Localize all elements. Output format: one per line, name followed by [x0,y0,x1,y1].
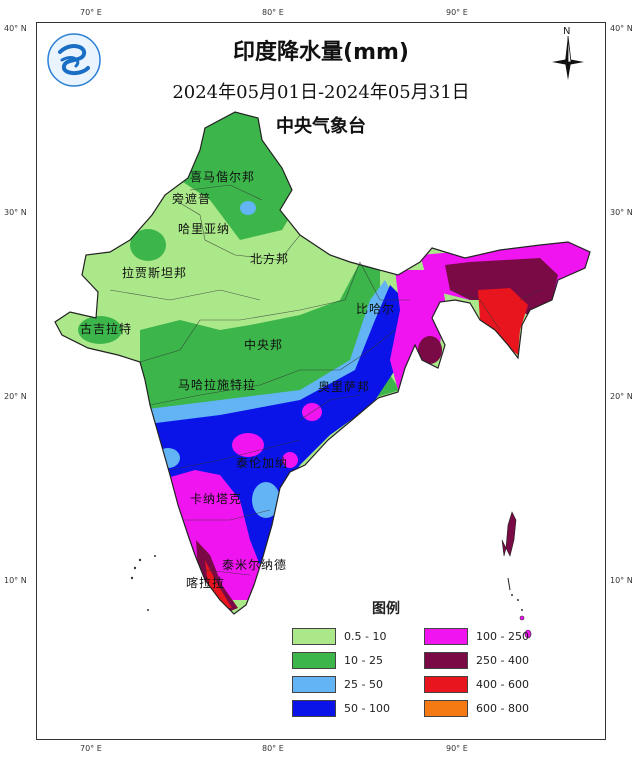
legend-swatch [292,652,336,669]
north-label: N [563,26,571,37]
region-label: 中央邦 [244,338,284,352]
tick-right-40n: 40° N [610,24,633,33]
region-label: 比哈尔 [356,302,396,316]
region-label: 古吉拉特 [80,322,133,336]
tick-left-30n: 30° N [4,208,27,217]
agency-name: 中央气象台 [276,116,366,137]
legend-swatch [292,676,336,693]
tick-left-20n: 20° N [4,392,27,401]
tick-right-20n: 20° N [610,392,633,401]
region-label: 泰米尔纳德 [222,558,288,572]
legend-swatch [424,676,468,693]
legend-item: 250 - 400 [424,652,529,669]
legend-label: 600 - 800 [476,702,529,715]
region-label: 喀拉拉 [186,576,226,590]
region-label: 喜马偕尔邦 [190,170,256,184]
tick-bottom-80e: 80° E [262,744,284,753]
region-label: 卡纳塔克 [190,492,243,506]
legend-item: 50 - 100 [292,700,390,717]
legend-item: 400 - 600 [424,676,529,693]
legend-label: 100 - 250 [476,630,529,643]
legend-item: 100 - 250 [424,628,529,645]
legend-title: 图例 [372,601,400,617]
tick-bottom-90e: 90° E [446,744,468,753]
region-label: 拉贾斯坦邦 [122,266,188,280]
legend-label: 10 - 25 [344,654,383,667]
legend-swatch [424,628,468,645]
date-range: 2024年05月01日-2024年05月31日 [172,82,470,103]
tick-top-80e: 80° E [262,8,284,17]
north-arrow-icon [552,35,584,80]
tick-top-70e: 70° E [80,8,102,17]
legend-label: 400 - 600 [476,678,529,691]
tick-left-10n: 10° N [4,576,27,585]
tick-left-40n: 40° N [4,24,27,33]
cma-logo-icon [47,33,101,87]
legend-swatch [424,652,468,669]
region-label: 马哈拉施特拉 [178,378,257,392]
tick-bottom-70e: 70° E [80,744,102,753]
tick-right-30n: 30° N [610,208,633,217]
map-frame [36,22,606,740]
region-label: 哈里亚纳 [178,222,231,236]
legend-item: 10 - 25 [292,652,383,669]
map-title: 印度降水量(mm) [233,40,409,65]
region-label: 奥里萨邦 [318,380,371,394]
region-label: 泰伦加纳 [236,456,289,470]
legend-item: 0.5 - 10 [292,628,386,645]
legend-swatch [292,628,336,645]
legend-item: 25 - 50 [292,676,383,693]
tick-right-10n: 10° N [610,576,633,585]
legend-item: 600 - 800 [424,700,529,717]
region-label: 北方邦 [250,252,290,266]
legend-label: 0.5 - 10 [344,630,387,643]
legend-swatch [424,700,468,717]
tick-top-90e: 90° E [446,8,468,17]
legend-label: 25 - 50 [344,678,383,691]
region-label: 旁遮普 [172,192,212,206]
legend-swatch [292,700,336,717]
legend-label: 50 - 100 [344,702,390,715]
legend-label: 250 - 400 [476,654,529,667]
